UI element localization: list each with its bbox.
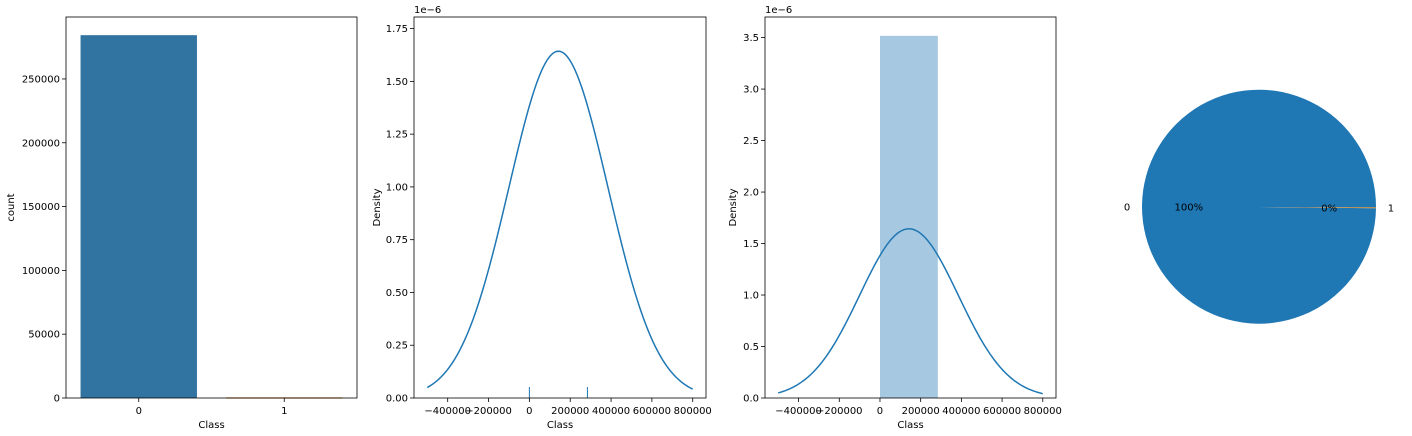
- axes-frame: [413, 16, 707, 399]
- pie-slice: [1259, 207, 1376, 209]
- x-tick-label: 1: [281, 406, 287, 417]
- x-tick-label: 200000: [902, 406, 940, 417]
- x-tick-label: 600000: [983, 406, 1021, 417]
- y-tick-label: 250000: [22, 74, 60, 85]
- count-bar-chart: 0 1 0 50000 100000 150000 200000 250000 Class cou…: [6, 16, 358, 431]
- kde-line: [778, 228, 1043, 395]
- y-tick-label: 0.25: [386, 341, 408, 352]
- x-tick-label: −400000: [775, 406, 822, 417]
- x-tick-label: 800000: [674, 406, 712, 417]
- y-axis-label: count: [6, 193, 17, 221]
- kde-rug-chart: 0.00 0.25 0.50 0.75 1.00 1.25 1.50 1.75 −400000−…: [372, 5, 712, 431]
- histogram-bar: [879, 35, 938, 398]
- x-tick-label: −400000: [424, 406, 471, 417]
- pie-pct-label: 100%: [1175, 203, 1204, 214]
- y-axis-label: Density: [728, 188, 739, 226]
- x-tick-label: −200000: [465, 406, 512, 417]
- y-tick-label: 1.50: [386, 77, 408, 88]
- y-tick-label: 0.50: [386, 288, 408, 299]
- y-tick-label: 1.0: [743, 291, 759, 302]
- y-tick-label: 3.0: [743, 85, 759, 96]
- y-tick-label: 0.75: [386, 235, 408, 246]
- x-tick-label: 400000: [592, 406, 630, 417]
- hist-kde-chart: 0.0 0.5 1.0 1.5 2.0 2.5 3.0 3.5 −400000−200000 0 2…: [728, 5, 1062, 431]
- x-tick-label: 0: [877, 406, 883, 417]
- pie-label: 1: [1388, 204, 1394, 215]
- y-tick-label: 1.25: [386, 130, 408, 141]
- x-axis-label: Class: [547, 420, 573, 431]
- y-offset-text: 1e−6: [414, 5, 441, 16]
- y-tick-label: 1.75: [386, 24, 408, 35]
- class-pie-chart: 0 100% 1 0%: [1124, 89, 1394, 324]
- y-axis-label: Density: [372, 188, 383, 226]
- x-axis-label: Class: [198, 420, 224, 431]
- y-tick-label: 100000: [22, 266, 60, 277]
- y-tick-label: 0.5: [743, 342, 759, 353]
- y-tick-label: 0.00: [386, 394, 408, 405]
- pie-pct-label: 0%: [1321, 203, 1337, 214]
- axes-frame: [65, 16, 358, 399]
- kde-line: [426, 50, 694, 390]
- x-tick-label: 0: [136, 406, 142, 417]
- y-tick-label: 2.0: [743, 188, 759, 199]
- y-tick-label: 50000: [28, 330, 60, 341]
- y-tick-label: 3.5: [743, 33, 759, 44]
- axes-frame: [764, 16, 1057, 399]
- y-tick-label: 1.00: [386, 182, 408, 193]
- x-tick-label: 200000: [551, 406, 589, 417]
- x-tick-label: 800000: [1024, 406, 1062, 417]
- y-tick-label: 200000: [22, 138, 60, 149]
- x-tick-label: 0: [526, 406, 532, 417]
- pie-slice: [1142, 89, 1377, 324]
- x-axis-label: Class: [897, 420, 923, 431]
- x-tick-label: −200000: [816, 406, 863, 417]
- x-tick-label: 600000: [633, 406, 671, 417]
- y-offset-text: 1e−6: [765, 5, 792, 16]
- y-tick-label: 1.5: [743, 239, 759, 250]
- y-tick-label: 0: [54, 394, 60, 405]
- x-tick-label: 400000: [942, 406, 980, 417]
- y-tick-label: 0.0: [743, 394, 759, 405]
- y-tick-label: 2.5: [743, 136, 759, 147]
- y-tick-label: 150000: [22, 202, 60, 213]
- bar: [80, 35, 197, 398]
- pie-label: 0: [1124, 202, 1130, 213]
